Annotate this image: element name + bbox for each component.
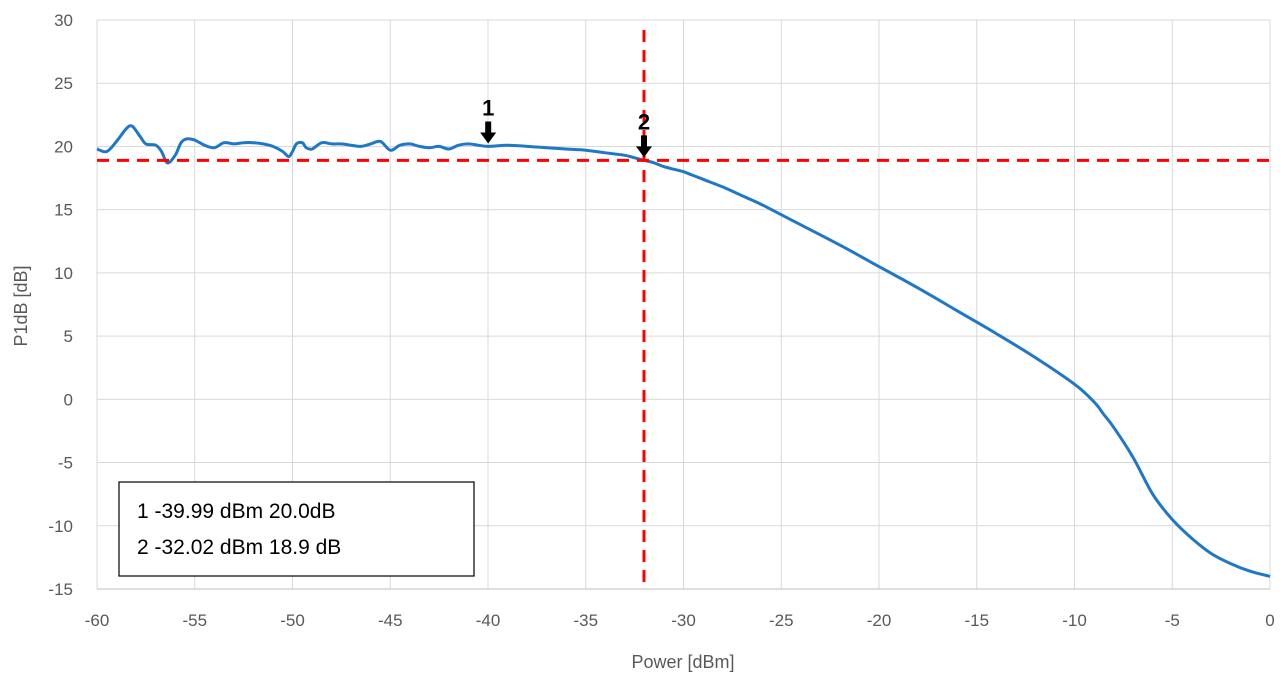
marker-1-arrow-icon	[480, 121, 497, 144]
markers-layer: 12	[480, 95, 653, 158]
x-axis-title: Power [dBm]	[631, 652, 734, 672]
x-tick-label: -15	[964, 611, 989, 630]
x-tick-label: -30	[671, 611, 696, 630]
x-tick-label: -60	[85, 611, 110, 630]
annotation-box-frame	[118, 481, 475, 577]
series-line	[96, 124, 1271, 578]
x-tick-label: -45	[378, 611, 403, 630]
x-tick-label: -35	[573, 611, 598, 630]
y-tick-label: 10	[54, 264, 73, 283]
y-tick-label: 0	[64, 390, 73, 409]
x-tick-label: -5	[1165, 611, 1180, 630]
y-tick-label: 20	[54, 137, 73, 156]
x-tick-label: -20	[867, 611, 892, 630]
annotation-line-2: 2 -32.02 dBm 18.9 dB	[137, 536, 341, 559]
y-tick-label: 30	[54, 11, 73, 30]
x-tick-labels: -60 -55 -50 -45 -40 -35 -30 -25 -20 -15 -10 -5 0	[85, 611, 1275, 630]
marker-1-label: 1	[482, 95, 494, 120]
y-tick-label: 15	[54, 201, 73, 220]
x-tick-label: -25	[769, 611, 794, 630]
y-tick-label: 5	[64, 327, 73, 346]
x-tick-label: 0	[1265, 611, 1274, 630]
y-axis-title: P1dB [dB]	[11, 265, 31, 346]
series-layer	[96, 124, 1271, 578]
gridlines	[96, 19, 1271, 590]
marker-2-arrow-icon	[636, 135, 653, 158]
annotation-box: 1 -39.99 dBm 20.0dB 2 -32.02 dBm 18.9 dB	[118, 481, 475, 577]
y-tick-label: -5	[58, 454, 73, 473]
x-tick-label: -10	[1062, 611, 1087, 630]
marker-2-label: 2	[638, 109, 650, 134]
y-tick-label: -10	[48, 517, 73, 536]
x-tick-label: -40	[476, 611, 501, 630]
reference-lines	[97, 30, 1270, 589]
x-tick-label: -50	[280, 611, 305, 630]
annotation-line-1: 1 -39.99 dBm 20.0dB	[137, 500, 335, 523]
y-tick-labels: 30 25 20 15 10 5 0 -5 -10 -15	[48, 11, 73, 599]
x-tick-label: -55	[182, 611, 207, 630]
y-tick-label: 25	[54, 74, 73, 93]
y-tick-label: -15	[48, 580, 73, 599]
